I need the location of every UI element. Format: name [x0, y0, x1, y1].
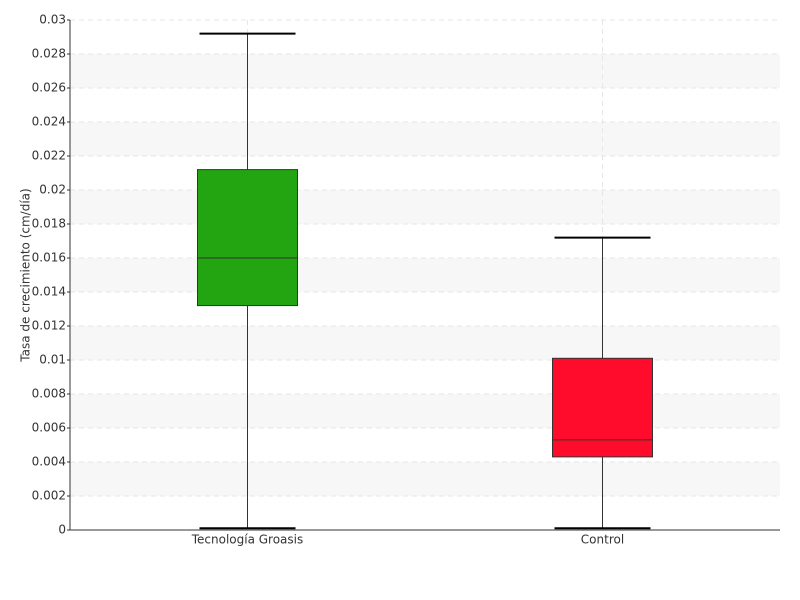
- grid-band: [70, 122, 780, 156]
- grid-band: [70, 258, 780, 292]
- x-tick-label: Control: [581, 533, 624, 547]
- y-tick-label: 0.016: [32, 251, 66, 265]
- y-tick-label: 0.022: [32, 149, 66, 163]
- y-tick-label: 0.02: [39, 183, 66, 197]
- y-tick-label: 0.004: [32, 455, 66, 469]
- grid-band: [70, 462, 780, 496]
- grid-band: [70, 54, 780, 88]
- box: [552, 357, 653, 458]
- x-tick-label: Tecnología Groasis: [191, 533, 304, 547]
- grid-band: [70, 190, 780, 224]
- y-tick-label: 0.024: [32, 115, 66, 129]
- y-tick-label: 0: [58, 523, 66, 537]
- y-tick-label: 0.026: [32, 81, 66, 95]
- y-tick-label: 0.028: [32, 47, 66, 61]
- y-tick-label: 0.008: [32, 387, 66, 401]
- y-tick-label: 0.006: [32, 421, 66, 435]
- y-axis-label: Tasa de crecimiento (cm/día): [19, 188, 33, 362]
- y-tick-label: 0.018: [32, 217, 66, 231]
- y-tick-label: 0.012: [32, 319, 66, 333]
- y-tick-label: 0.01: [39, 353, 66, 367]
- grid-band: [70, 326, 780, 360]
- grid-band: [70, 394, 780, 428]
- y-tick-label: 0.014: [32, 285, 66, 299]
- box: [197, 169, 298, 307]
- y-tick-label: 0.03: [39, 13, 66, 27]
- y-tick-label: 0.002: [32, 489, 66, 503]
